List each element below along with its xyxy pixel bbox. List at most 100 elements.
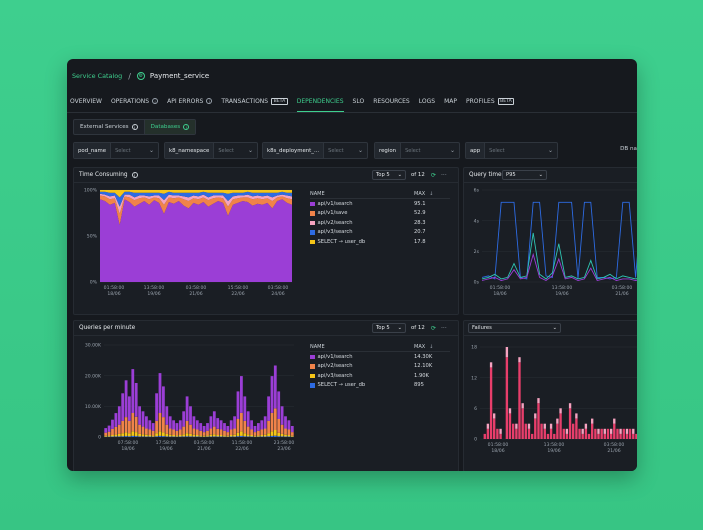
legend-row[interactable]: api/v3/search 20.7 xyxy=(310,228,450,238)
filter-region[interactable]: region Select ⌄ xyxy=(374,142,460,159)
failures-select[interactable]: Failures ⌄ xyxy=(468,323,561,333)
legend-swatch xyxy=(310,211,315,216)
bar-segment xyxy=(250,420,253,430)
of-count: of 12 xyxy=(411,172,425,178)
bar-segment xyxy=(165,406,169,425)
subtab-external-services[interactable]: External Services i xyxy=(74,120,144,134)
tab-map[interactable]: MAP xyxy=(444,90,457,112)
service-icon: ⚙ xyxy=(136,72,145,80)
bar-segment xyxy=(134,383,138,417)
legend-row[interactable]: api/v1/search 95.1 xyxy=(310,199,450,209)
refresh-icon[interactable]: ⟳ xyxy=(431,171,437,179)
area-series xyxy=(100,193,292,214)
bar-segment xyxy=(267,396,270,421)
filter-select[interactable]: Select ⌄ xyxy=(485,143,557,158)
tab-label: TRANSACTIONS xyxy=(221,97,269,105)
bar-segment xyxy=(172,436,175,437)
tab-label: PROFILES xyxy=(465,97,495,105)
legend-row[interactable]: api/v2/search 12.10K xyxy=(310,362,450,372)
legend-max: 17.8 xyxy=(414,238,426,245)
more-icon[interactable]: ··· xyxy=(441,171,447,179)
filter-select[interactable]: Select ⌄ xyxy=(214,143,257,158)
bar-segment xyxy=(273,365,277,409)
tab-transactions[interactable]: TRANSACTIONS BETA xyxy=(221,90,288,112)
tab-profiles[interactable]: PROFILES BETA xyxy=(465,90,515,112)
bar-segment xyxy=(202,432,206,436)
top-n-select[interactable]: Top 5 ⌄ xyxy=(372,170,406,180)
tab-slo[interactable]: SLO xyxy=(353,90,365,112)
db-name-filter-label[interactable]: DB na xyxy=(620,146,637,152)
bar-segment xyxy=(124,432,128,437)
bar xyxy=(610,433,613,439)
refresh-icon[interactable]: ⟳ xyxy=(431,324,437,332)
sort-down-icon[interactable]: ↓ xyxy=(429,190,434,197)
filter-select[interactable]: Select ⌄ xyxy=(111,143,158,158)
bar xyxy=(515,423,518,429)
legend-row[interactable]: api/v1/save 52.9 xyxy=(310,209,450,219)
bar-segment xyxy=(182,436,186,437)
bar-segment xyxy=(209,434,213,437)
tab-logs[interactable]: LOGS xyxy=(419,90,435,112)
filter-app[interactable]: app Select ⌄ xyxy=(465,142,558,159)
bar-segment xyxy=(236,419,240,433)
area-series xyxy=(100,199,292,282)
y-tick-label: 12 xyxy=(471,375,477,381)
bar xyxy=(534,418,537,439)
sort-down-icon[interactable]: ↓ xyxy=(429,343,434,350)
bar-segment xyxy=(290,435,294,437)
bar xyxy=(628,428,632,439)
legend-row[interactable]: SELECT → user_db 895 xyxy=(310,381,450,391)
legend-row[interactable]: SELECT → user_db 17.8 xyxy=(310,237,450,247)
x-tick-label: 01:58:00 xyxy=(488,442,509,448)
bar-segment xyxy=(202,426,206,433)
tab-overview[interactable]: OVERVIEW xyxy=(70,90,102,112)
bar-segment xyxy=(226,435,230,437)
more-icon[interactable]: ··· xyxy=(441,324,447,332)
bar-segment xyxy=(284,436,287,437)
bar-segment xyxy=(253,435,257,437)
filter-pod-name[interactable]: pod_name Select ⌄ xyxy=(73,142,159,159)
subtab-databases[interactable]: Databases i xyxy=(143,120,196,134)
x-tick-label: 23/06 xyxy=(277,446,290,452)
x-tick-label: 18/06 xyxy=(107,291,120,297)
bar-segment xyxy=(277,391,281,419)
filter-placeholder: Select xyxy=(218,147,234,154)
tab-resources[interactable]: RESOURCES xyxy=(373,90,410,112)
bar xyxy=(591,418,594,424)
filter-k8s-deployment[interactable]: k8s_deployment_... Select ⌄ xyxy=(262,142,368,159)
bar-segment xyxy=(250,429,253,435)
bar-segment xyxy=(219,429,223,435)
bar xyxy=(543,428,546,439)
legend-swatch xyxy=(310,364,315,369)
x-tick-label: 21/06 xyxy=(607,448,620,454)
bar-segment xyxy=(280,433,284,437)
bar-segment xyxy=(219,435,223,437)
bar-segment xyxy=(233,428,236,435)
tab-operations[interactable]: OPERATIONS i xyxy=(111,90,159,112)
filter-select[interactable]: Select ⌄ xyxy=(324,143,367,158)
bar-segment xyxy=(121,433,125,437)
percentile-select[interactable]: P95 ⌄ xyxy=(502,170,547,180)
bar-segment xyxy=(121,436,125,437)
tab-dependencies[interactable]: DEPENDENCIES xyxy=(296,90,344,112)
legend-row[interactable]: api/v3/search 1.90K xyxy=(310,371,450,381)
bar-segment xyxy=(212,436,216,437)
failures-select-value: Failures xyxy=(472,325,492,331)
chevron-down-icon: ⌄ xyxy=(148,147,154,154)
filter-select[interactable]: Select ⌄ xyxy=(401,143,459,158)
bar-segment xyxy=(175,430,179,436)
top-n-select[interactable]: Top 5 ⌄ xyxy=(372,323,406,333)
legend-row[interactable]: api/v1/search 14.30K xyxy=(310,352,450,362)
bar-segment xyxy=(209,416,213,429)
legend-row[interactable]: api/v2/search 28.3 xyxy=(310,218,450,228)
bar xyxy=(632,433,635,439)
bar-segment xyxy=(216,418,220,429)
filter-k8-namespace[interactable]: k8_namespace Select ⌄ xyxy=(164,142,258,159)
bar xyxy=(493,413,496,419)
bar-segment xyxy=(114,426,118,435)
tab-api-errors[interactable]: API ERRORS i xyxy=(167,90,213,112)
legend-name: SELECT → user_db xyxy=(317,382,366,389)
breadcrumb-service-catalog[interactable]: Service Catalog xyxy=(72,72,123,80)
